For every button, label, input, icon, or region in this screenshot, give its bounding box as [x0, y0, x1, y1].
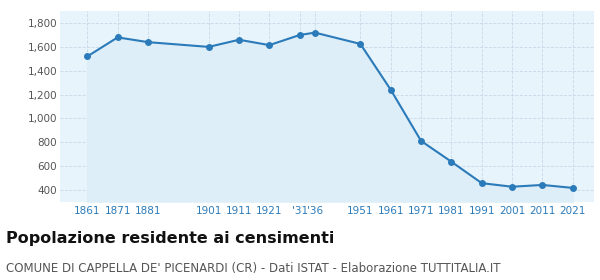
Text: Popolazione residente ai censimenti: Popolazione residente ai censimenti [6, 231, 334, 246]
Text: COMUNE DI CAPPELLA DE' PICENARDI (CR) - Dati ISTAT - Elaborazione TUTTITALIA.IT: COMUNE DI CAPPELLA DE' PICENARDI (CR) - … [6, 262, 500, 275]
